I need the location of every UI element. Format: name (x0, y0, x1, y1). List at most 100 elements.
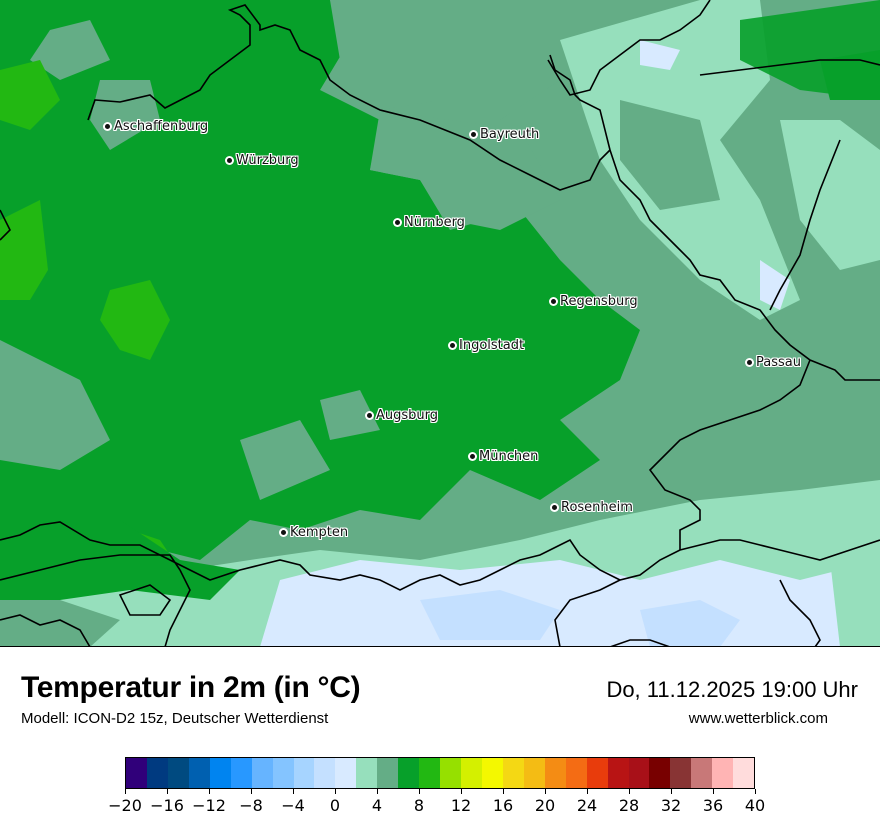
colorbar-tick-label: 36 (702, 796, 724, 815)
city-label: München (479, 449, 539, 464)
temperature-colorbar (125, 757, 755, 789)
colorbar-tick (208, 789, 210, 794)
colorbar-bin (188, 758, 210, 788)
colorbar-bin (398, 758, 420, 788)
colorbar-tick-label: 40 (744, 796, 766, 815)
colorbar-tick-label: −20 (108, 796, 142, 815)
colorbar-tick (502, 789, 504, 794)
colorbar-bin (209, 758, 231, 788)
city-label: Passau (756, 355, 801, 370)
colorbar-bin (628, 758, 650, 788)
colorbar-tick-label: 0 (329, 796, 341, 815)
colorbar-bin (230, 758, 252, 788)
colorbar-tick (166, 789, 168, 794)
colorbar-tick-label: 32 (660, 796, 682, 815)
city-dot-icon (105, 124, 110, 129)
city-dot-icon (471, 132, 476, 137)
colorbar-bin (167, 758, 189, 788)
city-dot-icon (747, 360, 752, 365)
map-canvas (0, 0, 880, 646)
colorbar-tick-label: −4 (281, 796, 305, 815)
colorbar-bin (649, 758, 671, 788)
colorbar-bin (272, 758, 294, 788)
colorbar-tick (418, 789, 420, 794)
colorbar-tick (124, 789, 126, 794)
city-marker: München (470, 449, 538, 464)
colorbar-ticks: −20 −16 −12 −8 −4 0 4 8 12 16 20 24 28 32 36 40 (108, 789, 765, 819)
city-dot-icon (450, 343, 455, 348)
city-label: Augsburg (376, 408, 439, 423)
colorbar-tick (460, 789, 462, 794)
city-label: Kempten (290, 525, 349, 540)
city-dot-icon (395, 220, 400, 225)
colorbar-bin (126, 758, 147, 788)
city-label: Rosenheim (561, 500, 633, 515)
colorbar-tick (670, 789, 672, 794)
colorbar-tick (628, 789, 630, 794)
city-marker: Bayreuth (471, 127, 539, 142)
colorbar-bin (691, 758, 713, 788)
city-dot-icon (552, 505, 557, 510)
city-marker: Augsburg (367, 408, 438, 423)
colorbar-bin (502, 758, 524, 788)
colorbar-bin (481, 758, 503, 788)
colorbar-bin (544, 758, 566, 788)
city-marker: Rosenheim (552, 500, 633, 515)
city-marker: Aschaffenburg (105, 119, 208, 134)
city-marker: Würzburg (227, 153, 299, 168)
colorbar-bin (314, 758, 336, 788)
city-marker: Ingolstadt (450, 338, 524, 353)
colorbar-bin (607, 758, 629, 788)
colorbar-bin (251, 758, 273, 788)
colorbar-tick-label: 4 (371, 796, 383, 815)
city-marker: Nürnberg (395, 215, 465, 230)
colorbar-bin (335, 758, 357, 788)
colorbar-bin (146, 758, 168, 788)
colorbar-tick-label: 12 (450, 796, 472, 815)
colorbar-tick-label: −12 (192, 796, 226, 815)
colorbar-tick-label: 20 (534, 796, 556, 815)
forecast-datetime: Do, 11.12.2025 19:00 Uhr (606, 677, 858, 702)
colorbar-tick-label: 28 (618, 796, 640, 815)
city-dot-icon (227, 158, 232, 163)
city-dot-icon (281, 530, 286, 535)
city-label: Nürnberg (404, 215, 465, 230)
city-label: Regensburg (560, 294, 638, 309)
map-title: Temperatur in 2m (in °C) (21, 671, 361, 704)
colorbar-bin (523, 758, 545, 788)
colorbar-tick (544, 789, 546, 794)
city-dot-icon (470, 454, 475, 459)
city-marker: Kempten (281, 525, 348, 540)
city-label: Bayreuth (480, 127, 540, 142)
city-label: Aschaffenburg (114, 119, 209, 134)
colorbar-tick (292, 789, 294, 794)
colorbar-tick (334, 789, 336, 794)
model-source: Modell: ICON-D2 15z, Deutscher Wetterdie… (21, 710, 329, 727)
colorbar-bin (377, 758, 399, 788)
colorbar-bin (733, 758, 755, 788)
temperature-map[interactable] (0, 0, 880, 647)
colorbar-tick-label: 8 (413, 796, 425, 815)
colorbar-tick-label: 16 (492, 796, 514, 815)
city-label: Ingolstadt (459, 338, 525, 353)
colorbar-bin (712, 758, 734, 788)
city-label: Würzburg (236, 153, 299, 168)
colorbar-bin (565, 758, 587, 788)
city-marker: Regensburg (551, 294, 638, 309)
colorbar-bin (461, 758, 482, 788)
colorbar-tick (754, 789, 756, 794)
colorbar-tick-label: 24 (576, 796, 598, 815)
colorbar-tick-label: −16 (150, 796, 184, 815)
colorbar-bin (419, 758, 441, 788)
city-dot-icon (367, 413, 372, 418)
colorbar-bin (440, 758, 461, 788)
colorbar-bin (293, 758, 315, 788)
city-dot-icon (551, 299, 556, 304)
website-link[interactable]: www.wetterblick.com (688, 710, 828, 727)
colorbar-tick-label: −8 (239, 796, 263, 815)
city-marker: Passau (747, 355, 801, 370)
colorbar-tick (586, 789, 588, 794)
colorbar-tick (712, 789, 714, 794)
colorbar-bin (586, 758, 608, 788)
colorbar-bin (356, 758, 378, 788)
